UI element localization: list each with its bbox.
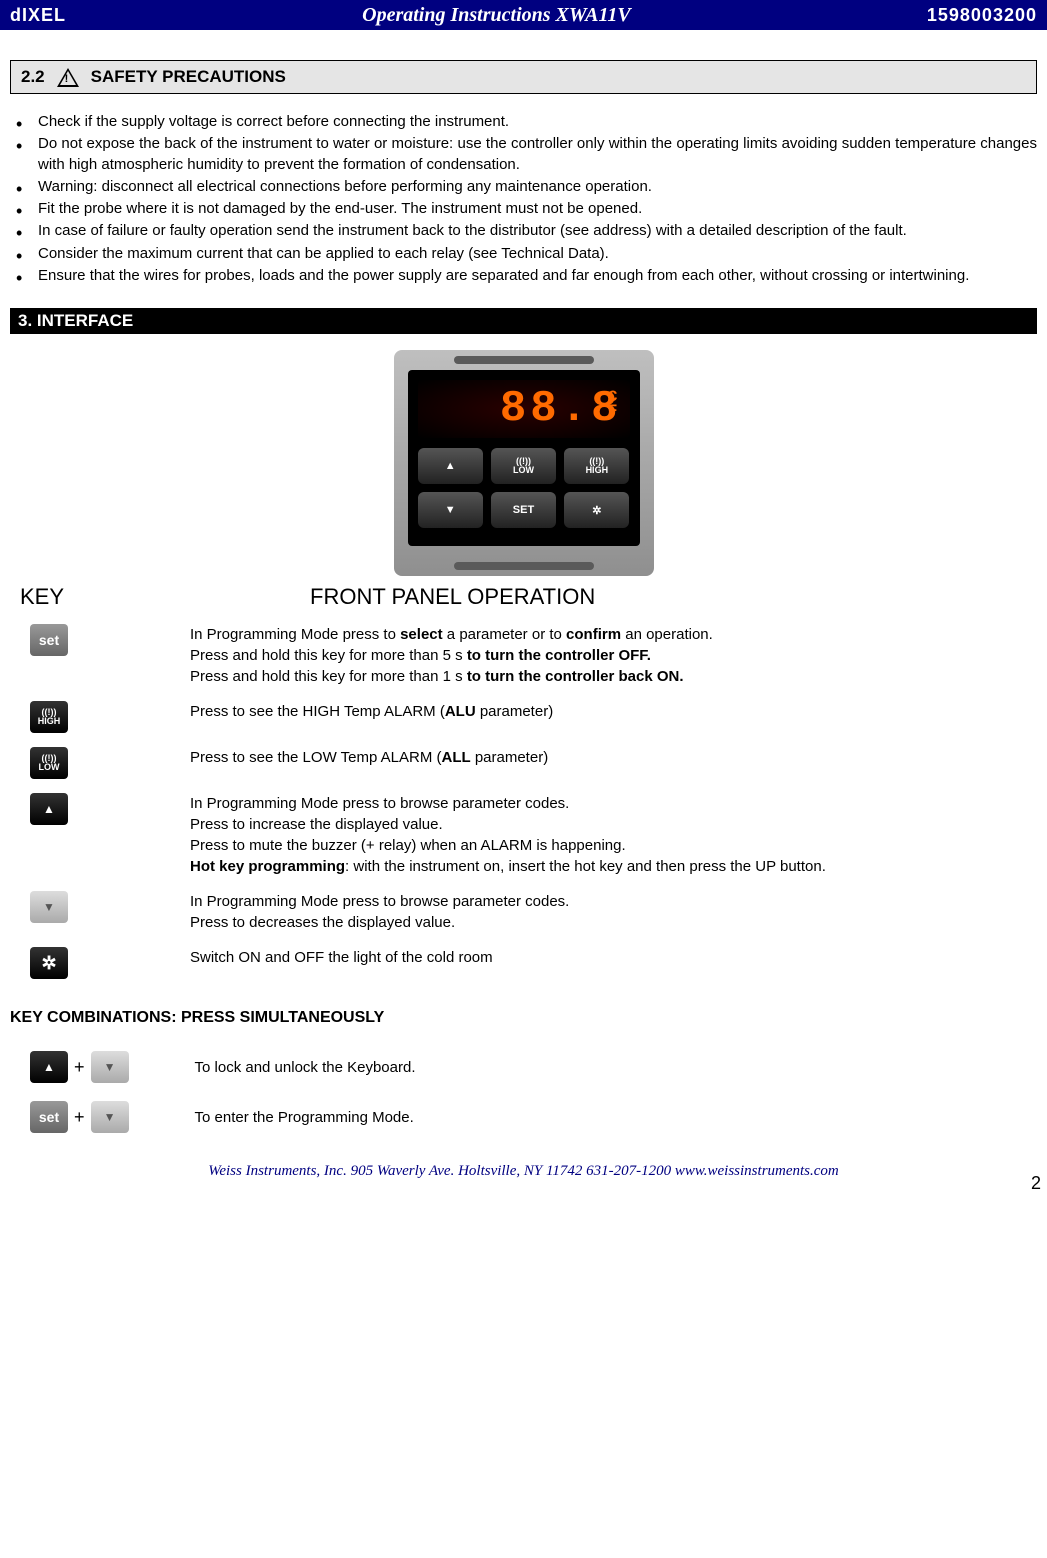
device-set-button: SET [491, 492, 556, 528]
combo-row: set + ▼ To enter the Programming Mode. [10, 1101, 1037, 1133]
key-head-left: KEY [10, 584, 190, 610]
down-key-icon: ▼ [30, 891, 68, 923]
key-description: In Programming Mode press to browse para… [190, 793, 1037, 877]
unit-f: F [608, 402, 622, 420]
device-high-button: ((!))HIGH [564, 448, 629, 484]
device-illustration: 88.8 CF ▲ ((!))LOW ((!))HIGH ▼ SET ✲ [10, 350, 1037, 576]
device-light-button: ✲ [564, 492, 629, 528]
doc-title: Operating Instructions XWA11V [362, 4, 631, 27]
brand-logo: dIXEL [10, 5, 66, 26]
device-low-button: ((!))LOW [491, 448, 556, 484]
set-key-icon: set [30, 1101, 68, 1133]
key-cell: ((!))LOW [10, 747, 190, 779]
doc-code: 1598003200 [927, 5, 1037, 26]
key-cell: ▼ [10, 891, 190, 933]
high-key-icon: ((!))HIGH [30, 701, 68, 733]
device-display: 88.8 CF [418, 380, 630, 438]
page-header: dIXEL Operating Instructions XWA11V 1598… [0, 0, 1047, 30]
page-number: 2 [1031, 1173, 1041, 1194]
key-cell: ✲ [10, 947, 190, 979]
bullet-item: Check if the supply voltage is correct b… [38, 112, 1037, 132]
key-cell: ▲ [10, 793, 190, 877]
bullet-item: Ensure that the wires for probes, loads … [38, 266, 1037, 286]
bullet-item: Fit the probe where it is not damaged by… [38, 199, 1037, 219]
safety-bullets: Check if the supply voltage is correct b… [10, 112, 1037, 286]
key-description: Press to see the LOW Temp ALARM (ALL par… [190, 747, 1037, 779]
combo-title: KEY COMBINATIONS: PRESS SIMULTANEOUSLY [10, 1009, 1037, 1027]
up-key-icon: ▲ [30, 793, 68, 825]
light-key-icon: ✲ [30, 947, 68, 979]
bullet-item: In case of failure or faulty operation s… [38, 221, 1037, 241]
bullet-item: Consider the maximum current that can be… [38, 244, 1037, 264]
key-cell: set [10, 624, 190, 687]
warning-icon: ! [57, 68, 79, 87]
safety-heading: 2.2 ! SAFETY PRECAUTIONS [10, 60, 1037, 94]
low-key-icon: ((!))LOW [30, 747, 68, 779]
combo-text: To enter the Programming Mode. [195, 1109, 414, 1126]
combo-text: To lock and unlock the Keyboard. [195, 1059, 416, 1076]
interface-heading: 3. INTERFACE [10, 308, 1037, 334]
display-value: 88.8 [500, 384, 622, 434]
page-footer: Weiss Instruments, Inc. 905 Waverly Ave.… [0, 1163, 1047, 1180]
key-table: KEY FRONT PANEL OPERATION set In Programm… [10, 584, 1037, 979]
combo-row: ▲ + ▼ To lock and unlock the Keyboard. [10, 1051, 1037, 1083]
section-number: 2.2 [21, 67, 45, 87]
bullet-item: Warning: disconnect all electrical conne… [38, 177, 1037, 197]
key-description: Press to see the HIGH Temp ALARM (ALU pa… [190, 701, 1037, 733]
down-key-icon: ▼ [91, 1101, 129, 1133]
plus-sign: + [74, 1107, 85, 1128]
key-cell: ((!))HIGH [10, 701, 190, 733]
section-title: SAFETY PRECAUTIONS [91, 67, 286, 87]
key-head-right: FRONT PANEL OPERATION [190, 584, 1037, 610]
key-description: In Programming Mode press to select a pa… [190, 624, 1037, 687]
key-description: Switch ON and OFF the light of the cold … [190, 947, 1037, 979]
set-key-icon: set [30, 624, 68, 656]
plus-sign: + [74, 1057, 85, 1078]
up-key-icon: ▲ [30, 1051, 68, 1083]
key-description: In Programming Mode press to browse para… [190, 891, 1037, 933]
device-up-button: ▲ [418, 448, 483, 484]
device-down-button: ▼ [418, 492, 483, 528]
down-key-icon: ▼ [91, 1051, 129, 1083]
bullet-item: Do not expose the back of the instrument… [38, 134, 1037, 175]
combo-rows: ▲ + ▼ To lock and unlock the Keyboard. set + ▼… [10, 1051, 1037, 1133]
